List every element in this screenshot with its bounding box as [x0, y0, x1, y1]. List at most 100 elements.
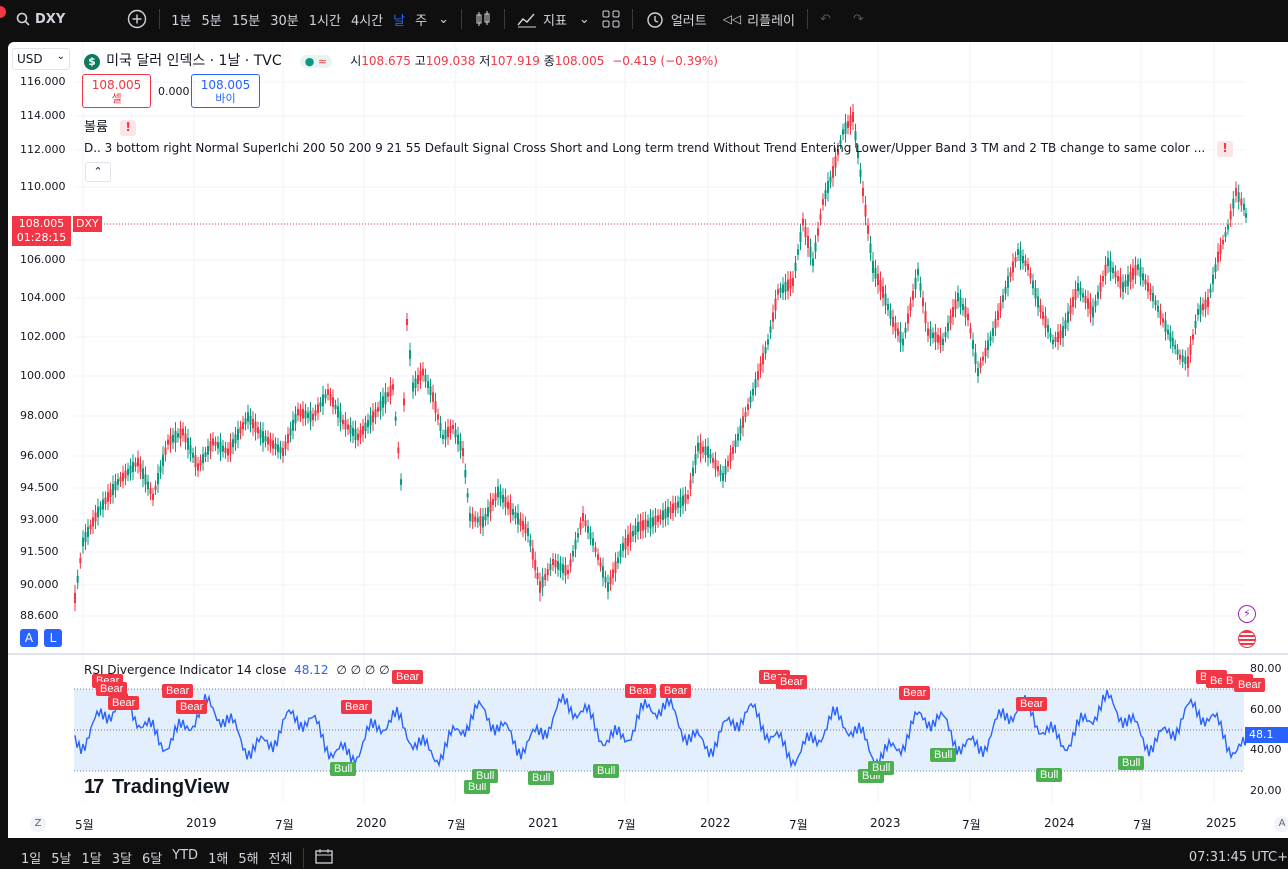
date-range-button[interactable] [310, 848, 338, 868]
candle-body [479, 516, 482, 526]
chart-type-button[interactable] [468, 0, 498, 38]
candle-body [1087, 298, 1089, 309]
interval-5[interactable]: 4시간 [350, 13, 384, 29]
bear-signal-tag: Bear [1234, 678, 1266, 692]
redo-button[interactable]: ↷ [847, 0, 870, 38]
interval-3[interactable]: 30분 [270, 13, 299, 29]
price-tick: 114.000 [20, 109, 66, 122]
candle-body [754, 379, 757, 389]
range-5[interactable]: YTD [172, 848, 199, 863]
candle-body [552, 558, 554, 566]
candle-body [1012, 261, 1014, 273]
candle-body [642, 520, 644, 531]
chart-canvas[interactable] [8, 42, 1288, 838]
candle-body [582, 513, 584, 521]
candle-body [927, 328, 929, 336]
candle-body [387, 392, 389, 397]
indicators-dropdown[interactable]: ⌄ [573, 0, 596, 38]
candle-body [559, 563, 562, 571]
market-status-badge[interactable]: ● ≈ [299, 55, 333, 68]
candle-body [1017, 249, 1019, 255]
collapse-legend-button[interactable]: ⌃ [85, 162, 111, 182]
compare-button[interactable] [121, 0, 153, 38]
range-8[interactable]: 전체 [268, 852, 293, 867]
candle-body [1019, 250, 1022, 262]
range-6[interactable]: 1해 [208, 852, 229, 867]
divider [807, 9, 809, 29]
candle-body [554, 560, 557, 568]
candle-body [384, 392, 387, 405]
calendar-icon [315, 848, 334, 864]
candle-body [697, 442, 699, 452]
undo-button[interactable]: ↶ [814, 0, 837, 38]
clock[interactable]: 07:31:45 UTC+ [1188, 850, 1288, 865]
candle-body [1187, 356, 1189, 368]
candle-body [1077, 283, 1079, 291]
interval-0[interactable]: 1분 [171, 13, 192, 29]
auto-button[interactable]: A [1274, 816, 1288, 832]
candle-body [569, 559, 572, 567]
bull-signal-tag: Bull [1118, 756, 1145, 770]
open-value: 108.675 [361, 54, 411, 68]
interval-6[interactable]: 날 [393, 13, 406, 29]
candle-body [1114, 271, 1117, 278]
range-3[interactable]: 3달 [111, 852, 132, 867]
candle-body [677, 501, 679, 508]
buy-button[interactable]: 108.005 바이 [191, 74, 260, 108]
series-title[interactable]: 미국 달러 인덱스 · 1날 · TVC [106, 53, 282, 69]
candle-body [447, 426, 449, 438]
candle-body [619, 550, 622, 558]
interval-1[interactable]: 5분 [201, 13, 222, 29]
price-tick: 106.000 [20, 253, 66, 266]
sell-button[interactable]: 108.005 셀 [82, 74, 151, 108]
last-price-tag: 108.005 01:28:15 [12, 216, 71, 246]
candle-body [422, 368, 424, 376]
candle-body [142, 468, 144, 479]
candle-body [852, 111, 854, 123]
log-scale-button[interactable]: L [44, 629, 62, 647]
candle-body [1154, 300, 1157, 306]
volume-legend[interactable]: 볼륨 ! [84, 116, 137, 136]
rsi-legend[interactable]: RSI Divergence Indicator 14 close 48.12 … [84, 663, 390, 677]
replay-button[interactable]: ◁◁ 리플레이 [717, 0, 801, 38]
candle-body [737, 433, 739, 441]
candle-body [797, 249, 799, 255]
currency-selector[interactable]: USD ⌄ [12, 48, 70, 70]
interval-dropdown[interactable]: ⌄ [432, 0, 455, 38]
range-0[interactable]: 1일 [21, 852, 42, 867]
candle-body [1107, 257, 1109, 267]
layouts-button[interactable] [596, 0, 626, 38]
range-2[interactable]: 1달 [81, 852, 102, 867]
candle-body [974, 352, 977, 364]
candle-body [572, 550, 574, 557]
range-4[interactable]: 6달 [141, 852, 163, 867]
zoom-button[interactable]: Z [30, 816, 46, 832]
candle-body [197, 463, 199, 471]
auto-scale-button[interactable]: A [20, 629, 38, 647]
indicators-button[interactable]: 지표 [511, 0, 573, 38]
range-1[interactable]: 5날 [51, 852, 72, 867]
candle-body [997, 310, 999, 320]
lightning-icon[interactable]: ⚡ [1238, 605, 1256, 623]
candle-body [249, 415, 252, 425]
us-flag-icon[interactable] [1238, 630, 1256, 648]
chart-panel[interactable]: USD ⌄ $ 미국 달러 인덱스 · 1날 · TVC ● ≈ 시108.67… [8, 42, 1288, 838]
candle-body [1104, 264, 1107, 276]
candle-body [567, 569, 569, 575]
symbol-search[interactable]: DXY [0, 0, 71, 38]
candle-body [874, 267, 877, 279]
candle-body [214, 441, 217, 446]
candle-body [464, 470, 467, 478]
range-7[interactable]: 5해 [238, 852, 259, 867]
candle-body [514, 512, 517, 519]
candle-body [1004, 286, 1007, 294]
candle-body [264, 436, 267, 442]
candle-body [612, 569, 614, 578]
interval-7[interactable]: 주 [415, 13, 428, 29]
candle-body [857, 151, 859, 158]
indicator-legend[interactable]: D.. 3 bottom right Normal SuperIchi 200 … [84, 141, 1234, 157]
interval-4[interactable]: 1시간 [308, 13, 341, 29]
alert-button[interactable]: 얼러트 [639, 0, 713, 38]
interval-2[interactable]: 15분 [231, 13, 261, 29]
candle-body [1032, 280, 1034, 289]
